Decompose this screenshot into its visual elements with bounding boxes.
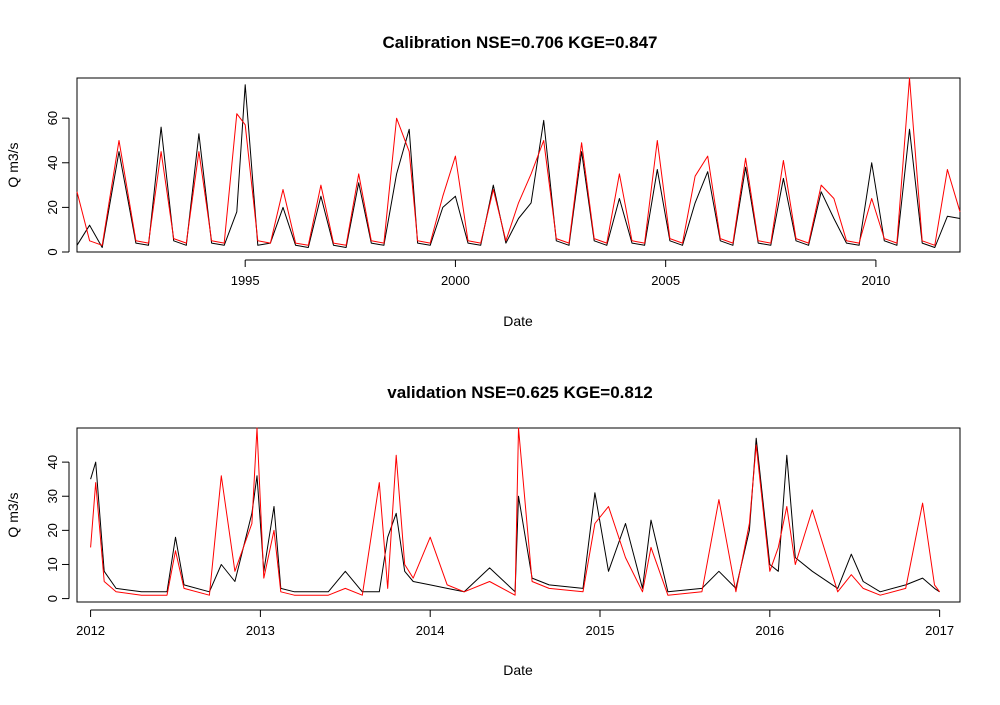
calibration-y-axis-label: Q m3/s: [5, 142, 21, 187]
validation-x-tick-label: 2016: [755, 623, 784, 638]
validation-x-axis-label: Date: [503, 662, 533, 678]
validation-panel: validation NSE=0.625 KGE=0.812 2012 2013 2…: [5, 383, 961, 678]
calibration-axes: 1995 2000 2005 2010 0 20 40 60: [45, 111, 890, 288]
validation-y-tick-label: 20: [45, 523, 60, 537]
validation-x-tick-label: 2015: [586, 623, 615, 638]
calibration-y-tick-label: 60: [45, 111, 60, 125]
validation-y-axis-label: Q m3/s: [5, 492, 21, 537]
validation-series-line-2: [90, 427, 941, 596]
calibration-panel: Calibration NSE=0.706 KGE=0.847 1995 2000…: [5, 33, 961, 329]
calibration-x-tick-label: 2000: [441, 273, 470, 288]
validation-y-tick-label: 0: [45, 595, 60, 602]
calibration-x-tick-label: 2010: [861, 273, 890, 288]
validation-y-tick-label: 10: [45, 557, 60, 571]
calibration-x-axis-label: Date: [503, 313, 533, 329]
calibration-series: [76, 77, 961, 248]
calibration-title: Calibration NSE=0.706 KGE=0.847: [383, 33, 658, 52]
validation-x-tick-label: 2012: [76, 623, 105, 638]
validation-y-tick-label: 30: [45, 489, 60, 503]
calibration-y-tick-label: 40: [45, 156, 60, 170]
validation-axes: 2012 2013 2014 2015 2016 2017 0 10 20 30 40: [45, 455, 954, 638]
calibration-x-tick-label: 2005: [651, 273, 680, 288]
validation-series: [90, 427, 941, 596]
validation-series-line-1: [90, 437, 940, 593]
validation-x-tick-label: 2017: [925, 623, 954, 638]
calibration-y-tick-label: 20: [45, 200, 60, 214]
validation-x-tick-label: 2013: [246, 623, 275, 638]
calibration-series-line-1: [76, 84, 961, 248]
calibration-y-tick-label: 0: [45, 248, 60, 255]
calibration-plot-box: [76, 77, 961, 253]
validation-x-tick-label: 2014: [416, 623, 445, 638]
validation-y-tick-label: 40: [45, 455, 60, 469]
calibration-series-line-2: [76, 77, 961, 246]
validation-plot-box: [76, 427, 961, 603]
validation-title: validation NSE=0.625 KGE=0.812: [387, 383, 653, 402]
calibration-x-tick-label: 1995: [231, 273, 260, 288]
